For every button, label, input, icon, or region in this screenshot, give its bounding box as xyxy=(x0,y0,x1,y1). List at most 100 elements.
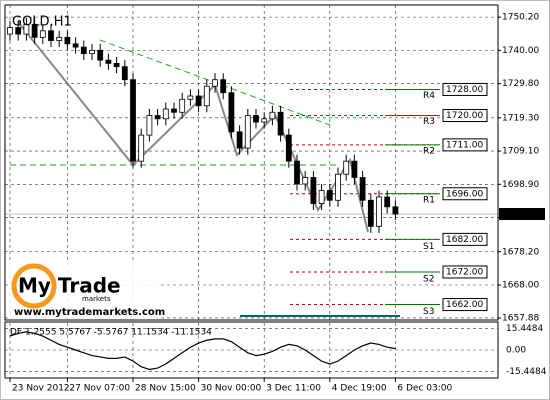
last-price-box xyxy=(499,208,545,221)
level-label: 1682.00 xyxy=(446,235,483,245)
x-tick-label: 28 Nov 15:00 xyxy=(135,384,196,394)
level-box xyxy=(442,82,488,96)
candle-body xyxy=(228,92,235,133)
candle-body xyxy=(80,46,87,55)
level-box xyxy=(442,109,488,123)
level-label: 1711.00 xyxy=(446,140,483,150)
candle-body xyxy=(310,177,317,204)
indicator-label: DF 1.2555 5.5767 -5.5767 11.1534 -11.153… xyxy=(10,328,212,338)
brand-sub: markets xyxy=(82,295,111,303)
candle-body xyxy=(56,36,63,41)
y-tick-label: 1698.90 xyxy=(502,180,539,190)
level-box xyxy=(442,232,488,246)
indicator-tick-label: -15.4484 xyxy=(506,367,547,377)
candle-body xyxy=(203,85,210,107)
candle-body xyxy=(187,95,194,100)
level-name: R2 xyxy=(423,146,435,156)
candle-body xyxy=(15,27,22,35)
level-name: S1 xyxy=(423,242,434,252)
candle-body xyxy=(146,115,153,136)
candle-body xyxy=(212,79,218,87)
level-box xyxy=(442,265,488,279)
candle-body xyxy=(244,115,251,149)
plot-layer xyxy=(7,17,399,371)
level-label: 1672.00 xyxy=(446,267,483,277)
candle-body xyxy=(23,23,30,35)
indicator-tick-label: 15.4484 xyxy=(506,324,543,334)
candle-body xyxy=(97,49,104,61)
candle-body xyxy=(367,199,374,227)
y-tick-label: 1657.88 xyxy=(502,313,539,323)
candle-body xyxy=(376,196,382,227)
candle-body xyxy=(48,30,54,41)
candle-body xyxy=(162,108,169,120)
candle-body xyxy=(351,160,358,178)
candle-body xyxy=(138,134,145,162)
logo-ring xyxy=(11,263,57,309)
last-price-label: 1689.78 xyxy=(502,210,539,220)
candle-body xyxy=(39,30,46,38)
watermark: My Trade markets www.mytrademarkets.com xyxy=(8,262,165,320)
candle-body xyxy=(285,134,292,162)
candle-body xyxy=(195,95,202,107)
price-frame xyxy=(4,4,499,321)
y-tick-label: 1750.20 xyxy=(502,13,539,23)
candle-body xyxy=(72,43,79,48)
chart-title: GOLD,H1 xyxy=(12,15,72,30)
level-box xyxy=(442,298,488,312)
candle-body xyxy=(326,190,333,201)
candle-body xyxy=(89,49,95,55)
candle-body xyxy=(392,206,399,215)
level-label: 1728.00 xyxy=(446,85,483,95)
candle-body xyxy=(269,111,276,120)
candle-body xyxy=(359,177,366,201)
y-tick-label: 1740.00 xyxy=(502,46,539,56)
candle-body xyxy=(130,79,136,162)
x-tick-label: 23 Nov 2012 xyxy=(12,384,70,394)
y-tick-label: 1719.30 xyxy=(502,113,539,123)
candle-body xyxy=(253,115,259,123)
level-name: S2 xyxy=(423,274,434,284)
level-name: S3 xyxy=(423,307,434,317)
candle-body xyxy=(384,196,391,208)
candle-body xyxy=(318,190,325,204)
y-tick-label: 1729.80 xyxy=(502,79,539,89)
y-tick-label: 1678.20 xyxy=(502,247,539,257)
candle-body xyxy=(154,115,161,120)
x-tick-label: 3 Dec 11:00 xyxy=(266,384,321,394)
indicator-tick-label: 0.00 xyxy=(506,346,526,356)
candle-body xyxy=(335,173,341,201)
x-tick-label: 4 Dec 19:00 xyxy=(332,384,387,394)
candle-body xyxy=(277,111,284,136)
level-label: 1696.00 xyxy=(446,189,483,199)
candle-body xyxy=(121,66,128,81)
candle-body xyxy=(7,27,13,35)
level-label: 1662.00 xyxy=(446,300,483,310)
level-name: R3 xyxy=(423,117,435,127)
indicator-frame xyxy=(4,321,499,379)
candle-body xyxy=(64,36,71,45)
candle-body xyxy=(179,98,186,113)
indicator-line xyxy=(9,331,396,371)
candle-body xyxy=(171,108,177,113)
candle-body xyxy=(220,79,227,94)
url: www.mytrademarkets.com xyxy=(14,307,165,318)
x-tick-label: 27 Nov 07:00 xyxy=(69,384,130,394)
candle-body xyxy=(294,160,300,185)
y-tick-label: 1668.00 xyxy=(502,281,539,291)
grid-layer xyxy=(5,5,498,378)
candle-body xyxy=(31,23,38,38)
watermark-bg xyxy=(8,262,158,320)
candle-body xyxy=(113,62,120,68)
level-label: 1720.00 xyxy=(446,111,483,121)
level-box xyxy=(442,187,488,201)
candle-body xyxy=(236,131,243,149)
x-tick-label: 30 Nov 00:00 xyxy=(201,384,262,394)
brand: My Trade xyxy=(18,274,121,298)
x-tick-label: 6 Dec 03:00 xyxy=(397,384,452,394)
level-name: R4 xyxy=(423,91,435,101)
candle-body xyxy=(105,59,112,64)
candle-body xyxy=(343,160,350,175)
